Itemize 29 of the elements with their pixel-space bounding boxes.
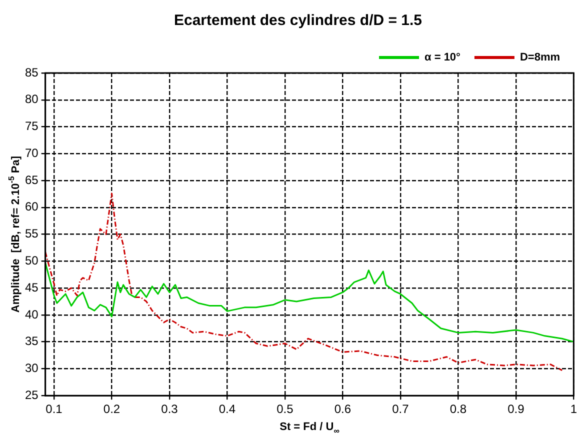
y-tick-label: 50 <box>24 253 39 268</box>
x-tick-label: 0.7 <box>392 402 410 416</box>
y-tick-label: 55 <box>24 226 39 241</box>
x-tick-label: 1 <box>570 402 578 416</box>
y-tick-label: 45 <box>24 280 39 294</box>
x-axis-title: St = Fd / U∞ <box>280 421 340 436</box>
x-tick-label: 0.2 <box>103 402 120 416</box>
x-tick-label: 0.4 <box>218 402 236 416</box>
x-tick-label: 0.6 <box>334 402 352 416</box>
y-tick-label: 25 <box>24 388 39 402</box>
y-tick-label: 65 <box>24 172 39 187</box>
y-tick-label: 35 <box>24 334 39 348</box>
y-tick-label: 60 <box>24 200 39 214</box>
x-tick-label: 0.1 <box>46 402 63 416</box>
y-tick-label: 40 <box>24 307 39 322</box>
y-tick-label: 80 <box>24 92 39 106</box>
x-tick-label: 0.9 <box>508 402 525 416</box>
legend-label: α = 10° <box>424 52 460 64</box>
y-tick-label: 70 <box>24 146 39 160</box>
x-tick-label: 0.5 <box>276 402 294 416</box>
x-tick-label: 0.3 <box>161 402 178 416</box>
chart-title: Ecartement des cylindres d/D = 1.5 <box>174 12 422 30</box>
line-series <box>45 192 563 372</box>
legend-label: D=8mm <box>520 52 560 64</box>
y-axis-title: Amplitude [dB, ref= 2.10-5 Pa] <box>6 156 22 313</box>
y-tick-label: 30 <box>24 361 39 376</box>
x-tick-label: 0.8 <box>450 402 467 416</box>
y-tick-label: 75 <box>24 119 39 134</box>
y-tick-label: 85 <box>24 65 39 80</box>
